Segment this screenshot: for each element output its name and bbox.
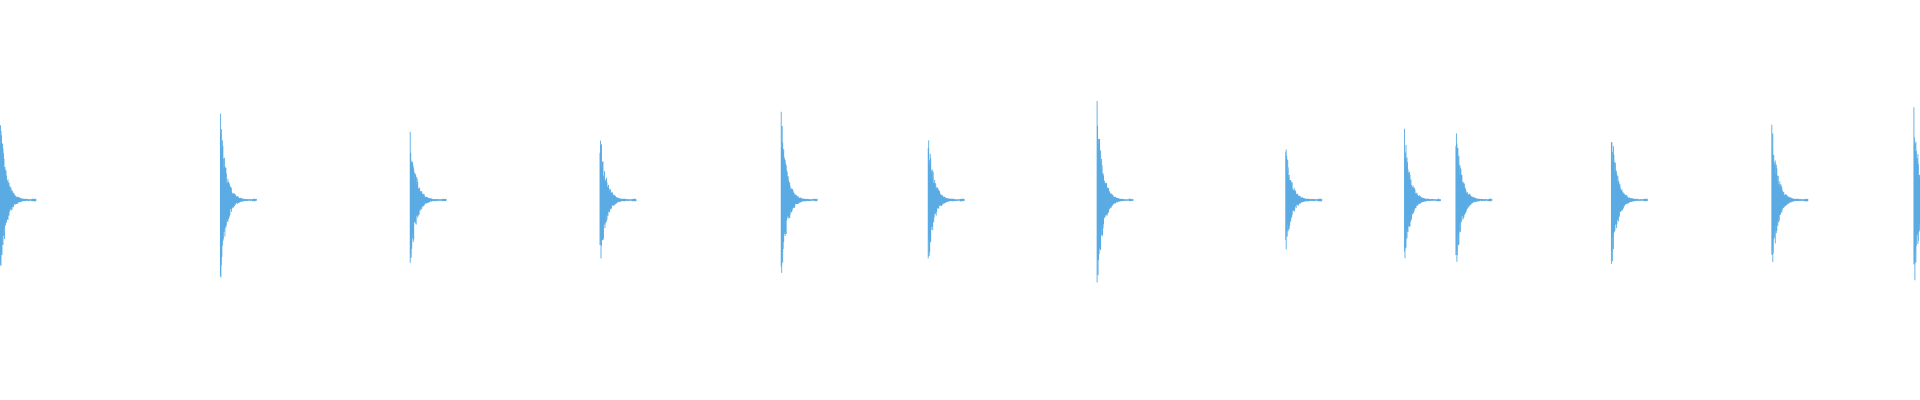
waveform-burst bbox=[0, 125, 37, 266]
waveform-burst bbox=[1455, 133, 1493, 262]
waveform-burst bbox=[409, 131, 447, 263]
waveform-burst bbox=[780, 111, 818, 273]
waveform-burst bbox=[219, 113, 257, 278]
waveform-burst bbox=[599, 140, 637, 259]
waveform-burst bbox=[1096, 101, 1134, 283]
waveform-burst bbox=[927, 140, 965, 259]
waveform-burst bbox=[1771, 124, 1809, 262]
waveform-burst bbox=[1285, 149, 1323, 250]
waveform-burst bbox=[1913, 107, 1920, 281]
waveform-burst bbox=[1404, 128, 1441, 259]
waveform-burst bbox=[1610, 142, 1648, 264]
